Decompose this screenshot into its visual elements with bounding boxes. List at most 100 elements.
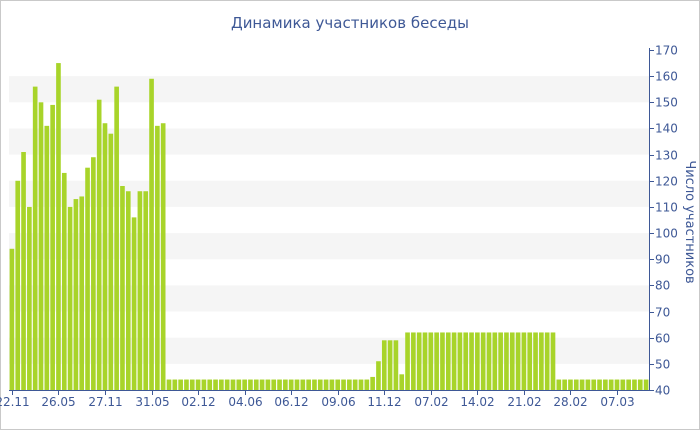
bar bbox=[393, 340, 399, 390]
bar bbox=[184, 379, 189, 390]
bar bbox=[149, 78, 154, 391]
bar bbox=[475, 332, 480, 390]
bar bbox=[358, 379, 364, 390]
bar bbox=[189, 379, 195, 390]
bar bbox=[533, 332, 538, 390]
bar bbox=[230, 379, 236, 390]
x-tick-label: 26.05 bbox=[41, 395, 75, 409]
bar bbox=[405, 332, 410, 390]
bar bbox=[614, 379, 620, 390]
bar bbox=[15, 180, 21, 390]
bar bbox=[38, 102, 44, 390]
bar bbox=[591, 379, 597, 390]
bar bbox=[544, 332, 550, 390]
bar bbox=[213, 379, 218, 390]
y-tick-label: 140 bbox=[655, 122, 678, 136]
bar bbox=[21, 152, 26, 390]
bar bbox=[166, 379, 172, 390]
bar bbox=[253, 379, 259, 390]
bar bbox=[137, 191, 143, 390]
y-tick-label: 70 bbox=[655, 306, 670, 320]
bar bbox=[457, 332, 463, 390]
bar bbox=[277, 379, 282, 390]
x-tick-label: 21.02 bbox=[507, 395, 541, 409]
x-tick-label: 31.05 bbox=[135, 395, 169, 409]
chart-title: Динамика участников беседы bbox=[231, 14, 469, 32]
bar bbox=[178, 379, 183, 390]
bar bbox=[521, 332, 527, 390]
bar bbox=[61, 172, 67, 390]
bar bbox=[271, 379, 277, 390]
bar bbox=[341, 379, 346, 390]
x-tick-label: 27.11 bbox=[88, 395, 122, 409]
bar bbox=[224, 379, 230, 390]
y-tick-label: 120 bbox=[655, 175, 678, 189]
bar bbox=[573, 379, 579, 390]
bar bbox=[96, 99, 102, 390]
bar bbox=[120, 186, 125, 390]
bar bbox=[347, 379, 352, 390]
bar bbox=[579, 379, 585, 390]
bar bbox=[288, 379, 294, 390]
bar bbox=[463, 332, 469, 390]
bar bbox=[498, 332, 503, 390]
x-tick-label: 14.02 bbox=[460, 395, 494, 409]
bar bbox=[562, 379, 567, 390]
y-tick-label: 150 bbox=[655, 96, 678, 110]
bar bbox=[329, 379, 335, 390]
y-tick-label: 80 bbox=[655, 279, 670, 293]
bar bbox=[568, 379, 573, 390]
bar bbox=[585, 379, 591, 390]
bar bbox=[32, 86, 38, 391]
bar bbox=[300, 379, 306, 390]
bar bbox=[422, 332, 428, 390]
bar bbox=[294, 379, 300, 390]
bar bbox=[626, 379, 631, 390]
x-tick-label: 06.12 bbox=[274, 395, 308, 409]
bar bbox=[556, 379, 562, 390]
bar bbox=[44, 125, 50, 390]
bar bbox=[85, 167, 90, 390]
bar bbox=[91, 157, 96, 390]
x-tick-label: 07.02 bbox=[414, 395, 448, 409]
bar bbox=[131, 217, 137, 390]
bar bbox=[306, 379, 311, 390]
x-tick-label: 04.06 bbox=[228, 395, 262, 409]
bar bbox=[9, 248, 15, 390]
bars bbox=[9, 63, 649, 391]
bar bbox=[370, 376, 375, 390]
bar bbox=[201, 379, 207, 390]
bar bbox=[236, 379, 242, 390]
bar bbox=[79, 196, 85, 390]
bar bbox=[352, 379, 358, 390]
bar bbox=[411, 332, 416, 390]
bar bbox=[259, 379, 265, 390]
bar bbox=[509, 332, 515, 390]
bar bbox=[56, 63, 61, 390]
bar bbox=[451, 332, 457, 390]
bar bbox=[248, 379, 253, 390]
bar bbox=[219, 379, 224, 390]
y-tick-label: 160 bbox=[655, 70, 678, 84]
bar bbox=[312, 379, 317, 390]
grid-band bbox=[9, 76, 649, 103]
bar bbox=[50, 104, 55, 391]
x-tick-label: 02.12 bbox=[181, 395, 215, 409]
x-tick-label: 07.03 bbox=[600, 395, 634, 409]
bar bbox=[597, 379, 602, 390]
bar bbox=[608, 379, 614, 390]
bar bbox=[399, 374, 405, 390]
bar bbox=[620, 379, 626, 390]
bar bbox=[381, 340, 387, 390]
bar bbox=[527, 332, 533, 390]
bar bbox=[114, 86, 119, 391]
x-tick-label: 28.02 bbox=[553, 395, 587, 409]
bar bbox=[480, 332, 486, 390]
bar bbox=[102, 123, 108, 390]
y-tick-label: 40 bbox=[655, 384, 670, 398]
bar bbox=[637, 379, 643, 390]
bar bbox=[108, 133, 114, 390]
y-tick-label: 50 bbox=[655, 358, 670, 372]
bar bbox=[323, 379, 329, 390]
